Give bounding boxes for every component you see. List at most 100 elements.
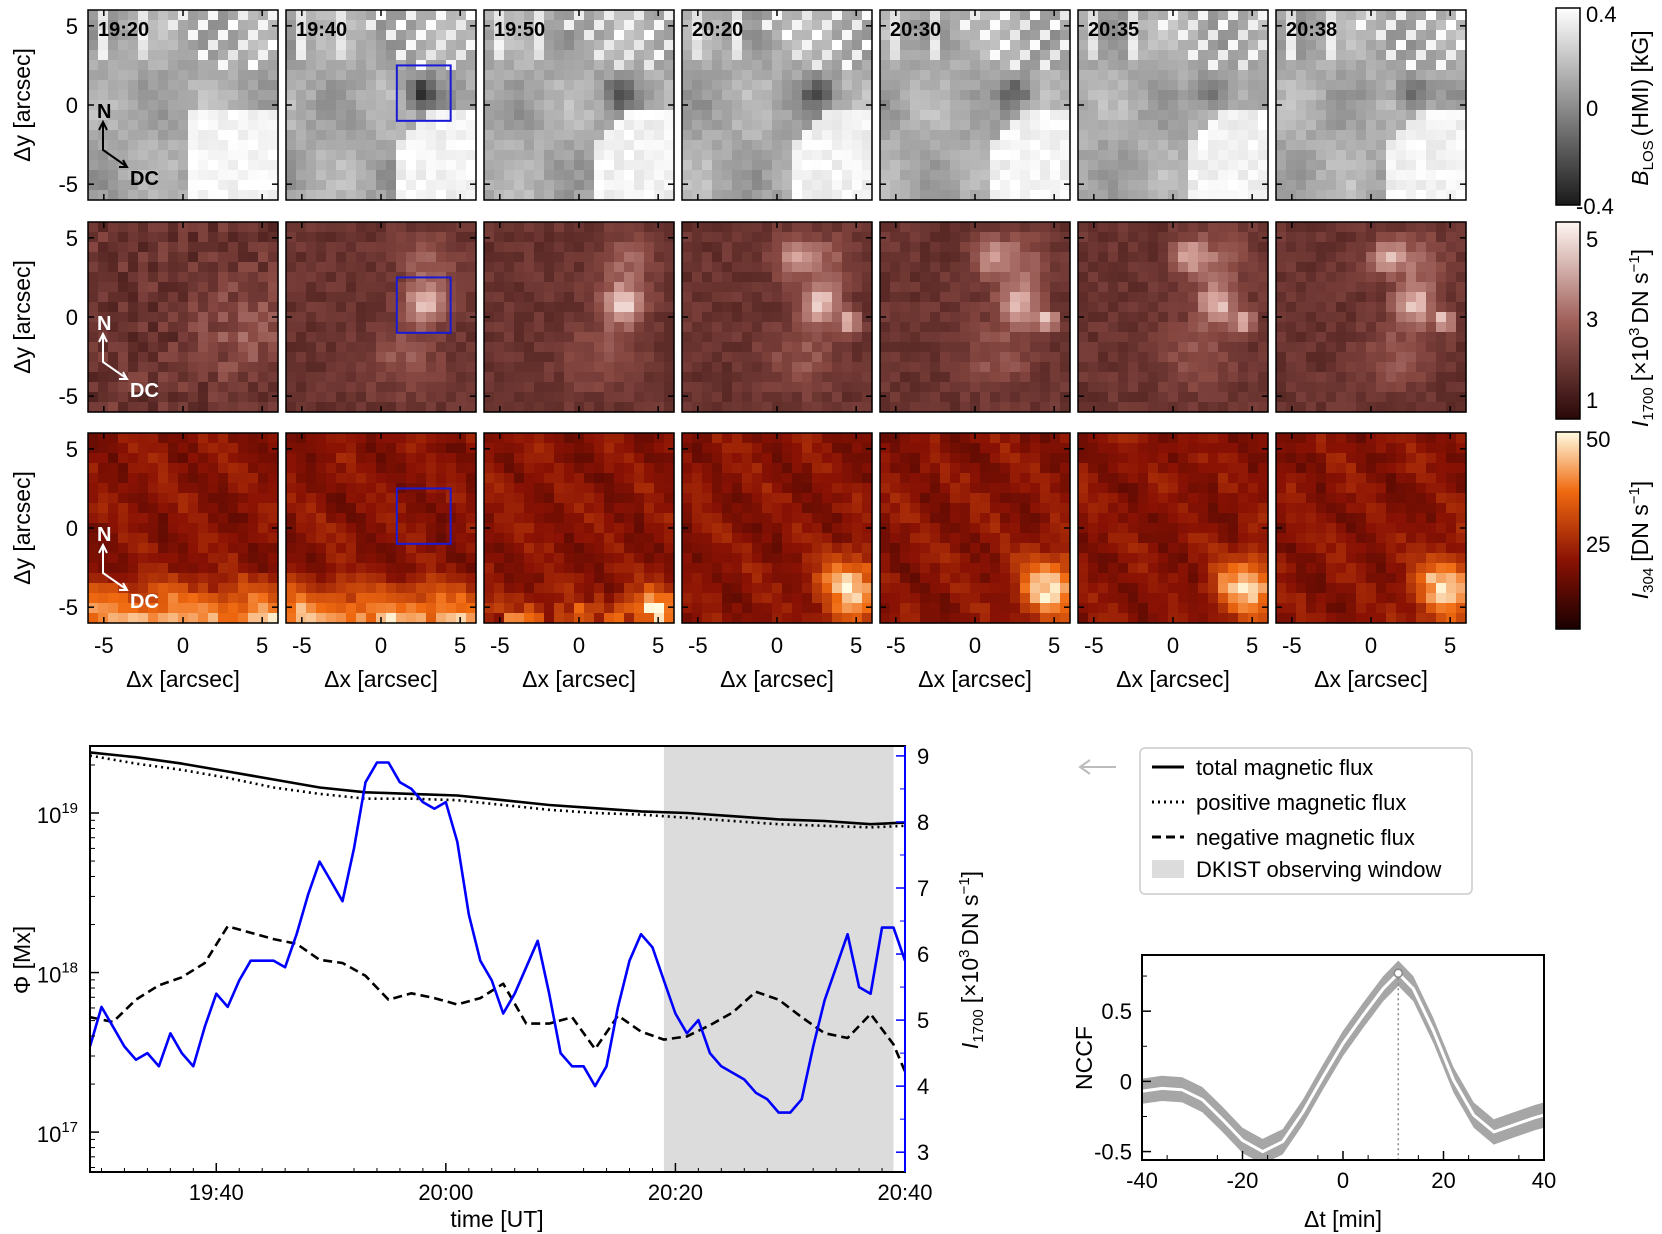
cb-1700-tick-1: 1: [1586, 388, 1598, 413]
north-arrowhead: [98, 542, 108, 554]
panel-time-2: 19:50: [494, 19, 545, 41]
roi-box: [395, 487, 452, 545]
map-xlabel: Δx [arcsec]: [522, 666, 636, 692]
flux-ytick-right-label: 3: [917, 1140, 929, 1165]
dkist-window-shade: [663, 746, 894, 1172]
dc-label: DC: [130, 168, 159, 190]
flux-ylabel-left: Φ [Mx]: [9, 926, 35, 994]
map-panel: -5 0 5 Δx [arcsec]: [1077, 432, 1269, 692]
map-panel: -5 0 5 Δx [arcsec]: [285, 432, 477, 692]
map-xlabel: Δx [arcsec]: [918, 666, 1032, 692]
flux-xtick-label: 20:00: [418, 1180, 473, 1205]
map-panel: -5 0 5 Δx [arcsec]: [681, 432, 873, 692]
flux-ytick-label: 1017: [37, 1119, 78, 1147]
map-xtick-label: 5: [652, 633, 664, 658]
map-ytick-label: 0: [66, 516, 78, 541]
cb-1700-tick-3: 3: [1586, 307, 1598, 332]
cb-304-tick-50: 50: [1586, 427, 1610, 452]
cb-1700-label: I1700[×103DN s−1]: [1626, 249, 1657, 427]
map-panel: N DC 5 0 -5 -5 0 5 Δx [arcsec] Δy [arcsec]: [9, 432, 279, 692]
map-xtick-label: 0: [1167, 633, 1179, 658]
map-xtick-label: 0: [771, 633, 783, 658]
cb-hmi-tick-bottom: -0.4: [1576, 194, 1614, 219]
map-xtick-label: 5: [256, 633, 268, 658]
map-panel: [879, 221, 1071, 413]
map-xlabel: Δx [arcsec]: [1116, 666, 1230, 692]
map-panel: 19:50: [483, 9, 675, 201]
cb-hmi-tick-mid: 0: [1586, 96, 1598, 121]
map-xtick-label: 5: [1444, 633, 1456, 658]
north-label: N: [97, 313, 111, 335]
panel-time-6: 20:38: [1286, 19, 1337, 41]
map-panel: [681, 221, 873, 413]
map-xtick-label: -5: [292, 633, 312, 658]
colorbar-hmi: 0.4 0 -0.4 BLOS(HMI) [kG]: [1555, 2, 1657, 219]
flux-ytick-label: 1018: [37, 960, 78, 988]
map-panel: 20:30: [879, 9, 1071, 201]
map-xtick-label: 5: [454, 633, 466, 658]
map-panel: 20:35: [1077, 9, 1269, 201]
nccf-uncertainty-band: [1142, 960, 1544, 1160]
legend-total: total magnetic flux: [1196, 755, 1373, 780]
map-xtick-label: 0: [177, 633, 189, 658]
map-ytick-label: 0: [66, 93, 78, 118]
nccf-xtick-label: 40: [1532, 1168, 1556, 1193]
legend-swatch-dkist: [1152, 860, 1184, 878]
legend-negative: negative magnetic flux: [1196, 825, 1415, 850]
panel-time-3: 20:20: [692, 19, 743, 41]
map-xtick-label: 0: [573, 633, 585, 658]
map-ytick-label: 5: [66, 437, 78, 462]
map-panel: 20:20: [681, 9, 873, 201]
nccf-xtick-label: 20: [1431, 1168, 1455, 1193]
map-ytick-label: 5: [66, 226, 78, 251]
map-panel: [1275, 221, 1467, 413]
cb-1700-tick-5: 5: [1586, 227, 1598, 252]
panel-time-5: 20:35: [1088, 19, 1139, 41]
flux-xlabel: time [UT]: [450, 1206, 543, 1232]
map-xtick-label: 5: [1048, 633, 1060, 658]
orientation-arrow: [102, 336, 127, 379]
north-arrowhead: [98, 119, 108, 131]
map-panel: -5 0 5 Δx [arcsec]: [483, 432, 675, 692]
map-xtick-label: 0: [969, 633, 981, 658]
flux-xtick-label: 20:20: [648, 1180, 703, 1205]
map-ytick-label: -5: [58, 384, 78, 409]
legend-positive: positive magnetic flux: [1196, 790, 1406, 815]
flux-ytick-right-label: 4: [917, 1074, 929, 1099]
flux-legend: total magnetic flux positive magnetic fl…: [1078, 747, 1473, 895]
cb-304-tick-25: 25: [1586, 532, 1610, 557]
nccf-curve: [1142, 971, 1544, 1154]
flux-ytick-right-label: 9: [917, 744, 929, 769]
series-positive-magnetic-flux: [90, 754, 905, 829]
map-panel: -5 0 5 Δx [arcsec]: [1275, 432, 1467, 692]
map-ylabel: Δy [arcsec]: [9, 48, 35, 162]
dc-arrowhead: [119, 582, 129, 591]
dc-label: DC: [130, 380, 159, 402]
flux-xtick-label: 20:40: [877, 1180, 932, 1205]
map-ytick-label: 0: [66, 305, 78, 330]
map-xtick-label: -5: [490, 633, 510, 658]
north-label: N: [97, 524, 111, 546]
map-panel: 19:40: [285, 9, 477, 201]
map-ytick-label: 5: [66, 14, 78, 39]
colorbar-aia1700: 5 3 1 I1700[×103DN s−1]: [1555, 221, 1657, 427]
map-grid: 19:20 N DC 5 0 -5 Δy [arcsec] 19:40 19:50 20:20 20…: [9, 9, 1467, 692]
map-panel: 20:38: [1275, 9, 1467, 201]
map-xtick-label: 0: [1365, 633, 1377, 658]
nccf-ylabel: NCCF: [1071, 1026, 1097, 1090]
map-panel: 19:20 N DC 5 0 -5 Δy [arcsec]: [9, 9, 279, 201]
dc-label: DC: [130, 591, 159, 613]
nccf-ytick-label: -0.5: [1094, 1140, 1132, 1165]
flux-chart: 19:40 20:00 20:20 20:401017101810193456789 …: [9, 744, 987, 1232]
map-xtick-label: -5: [94, 633, 114, 658]
map-xtick-label: 5: [1246, 633, 1258, 658]
nccf-ytick-label: 0: [1120, 1069, 1132, 1094]
map-xlabel: Δx [arcsec]: [126, 666, 240, 692]
map-panel: [1077, 221, 1269, 413]
map-xlabel: Δx [arcsec]: [1314, 666, 1428, 692]
dc-arrowhead: [119, 371, 129, 380]
panel-time-0: 19:20: [98, 19, 149, 41]
series-total-magnetic-flux: [90, 751, 905, 826]
orientation-arrow: [102, 124, 127, 167]
